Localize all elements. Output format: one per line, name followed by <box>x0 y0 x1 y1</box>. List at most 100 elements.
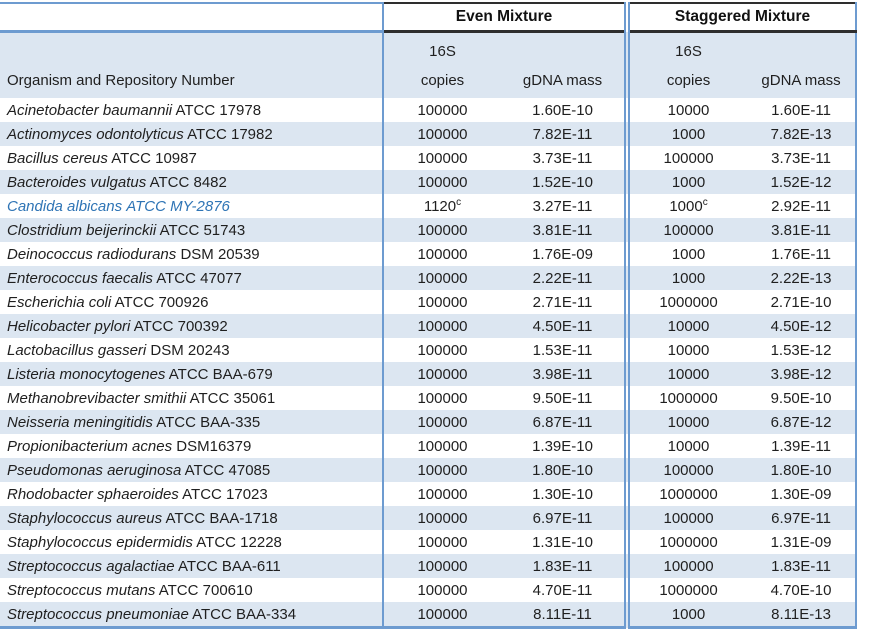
staggered-16s-copies-cell: 1000000 <box>624 290 748 314</box>
even-gdna-mass-cell: 6.87E-11 <box>501 410 628 434</box>
staggered-gdna-mass-value: 1.76E-11 <box>771 245 831 263</box>
even-16s-copies-value: 100000 <box>417 389 468 407</box>
staggered-16s-copies-value: 1000 <box>671 269 706 287</box>
staggered-gdna-mass-cell: 6.97E-11 <box>747 506 858 530</box>
even-gdna-mass-value: 8.11E-11 <box>533 605 592 623</box>
organism-cell: Acinetobacter baumannii ATCC 17978 <box>0 98 383 122</box>
organism-name: Actinomyces odontolyticus <box>7 125 184 143</box>
organism-cell: Clostridium beijerinckii ATCC 51743 <box>0 218 383 242</box>
even-16s-copies-cell: 100000 <box>382 530 501 554</box>
table-row: Neisseria meningitidis ATCC BAA-335 1000… <box>0 410 858 434</box>
even-16s-copies-value: 100000 <box>417 293 468 311</box>
footnote-superscript: c <box>456 196 462 208</box>
even-16s-copies-value: 100000 <box>417 101 468 119</box>
table-row: Enterococcus faecalis ATCC 47077 100000 … <box>0 266 858 290</box>
even-gdna-mass-value: 4.70E-11 <box>532 581 593 599</box>
even-gdna-mass-cell: 1.80E-10 <box>501 458 628 482</box>
even-16s-copies-cell: 100000 <box>382 122 501 146</box>
staggered-16s-copies-value: 10000 <box>667 413 710 431</box>
repository-number: ATCC 17978 <box>175 101 262 119</box>
even-16s-copies-cell: 100000 <box>382 98 501 122</box>
even-gdna-mass-cell: 3.81E-11 <box>501 218 628 242</box>
even-16s-copies-value: 100000 <box>417 245 468 263</box>
staggered-16s-copies-cell: 100000 <box>624 146 748 170</box>
even-gdna-mass-cell: 2.71E-11 <box>501 290 627 314</box>
organism-cell: Lactobacillus gasseri DSM 20243 <box>0 338 383 362</box>
even-16s-copies-value: 100000 <box>417 125 468 143</box>
organism-cell: Staphylococcus epidermidis ATCC 12228 <box>0 530 383 554</box>
repository-number: ATCC BAA-335 <box>156 413 261 431</box>
repository-number: ATCC BAA-679 <box>168 365 273 383</box>
staggered-16s-copies-value: 1000 <box>671 125 706 143</box>
even-gdna-mass-cell: 3.27E-11 <box>501 194 627 218</box>
staggered-16s-copies-cell: 1000000 <box>624 578 748 602</box>
organism-column-header: Organism and Repository Number <box>0 31 383 98</box>
staggered-gdna-mass-cell: 7.82E-13 <box>747 122 858 146</box>
organism-cell: Streptococcus agalactiae ATCC BAA-611 <box>0 554 383 578</box>
even-gdna-mass-cell: 1.52E-10 <box>501 170 628 194</box>
staggered-16s-copies-cell: 1000 <box>624 266 748 290</box>
even-gdna-mass-value: 1.39E-10 <box>532 437 593 455</box>
even-16s-copies-cell: 100000 <box>382 146 501 170</box>
staggered-gdna-mass-cell: 2.92E-11 <box>747 194 858 218</box>
staggered-gdna-mass-cell: 1.83E-11 <box>747 554 858 578</box>
column-header-row: Organism and Repository Number 16S copie… <box>0 31 858 98</box>
organism-cell: Enterococcus faecalis ATCC 47077 <box>0 266 383 290</box>
organism-name: Staphylococcus epidermidis <box>7 533 193 551</box>
even-gdna-mass-value: 9.50E-11 <box>532 389 593 407</box>
staggered-16s-copies-value: 100000 <box>663 509 714 527</box>
organism-cell: Neisseria meningitidis ATCC BAA-335 <box>0 410 383 434</box>
organism-cell: Deinococcus radiodurans DSM 20539 <box>0 242 383 266</box>
organism-cell: Propionibacterium acnes DSM16379 <box>0 434 383 458</box>
repository-number: ATCC BAA-334 <box>192 605 297 623</box>
staggered-16s-copies-cell: 1000 <box>624 602 748 629</box>
organism-name: Streptococcus pneumoniae <box>7 605 189 623</box>
even-16s-copies-cell: 100000 <box>382 602 501 629</box>
even-gdna-mass-cell: 6.97E-11 <box>501 506 628 530</box>
even-16s-copies-value: 100000 <box>417 269 468 287</box>
staggered-gdna-mass-cell: 1.30E-09 <box>747 482 858 506</box>
even-gdna-mass-value: 6.87E-11 <box>532 413 593 431</box>
table-row: Methanobrevibacter smithii ATCC 35061 10… <box>0 386 858 410</box>
even-16s-copies-cell: 100000 <box>382 218 501 242</box>
staggered-gdna-mass-cell: 6.87E-12 <box>747 410 858 434</box>
table-row: Candida albicans ATCC MY-2876 1120c 3.27… <box>0 194 858 218</box>
organism-name: Clostridium beijerinckii <box>7 221 157 239</box>
staggered-gdna-mass-value: 4.70E-10 <box>770 581 832 599</box>
repository-number: DSM 20539 <box>180 245 260 263</box>
even-gdna-mass-value: 1.83E-11 <box>532 557 593 575</box>
staggered-16s-copies-cell: 1000 <box>624 170 748 194</box>
organism-cell: Bacteroides vulgatus ATCC 8482 <box>0 170 383 194</box>
table-row: Staphylococcus epidermidis ATCC 12228 10… <box>0 530 858 554</box>
even-gdna-mass-cell: 1.53E-11 <box>501 338 627 362</box>
even-mixture-group-header: Even Mixture <box>381 2 628 33</box>
even-16s-copies-value: 100000 <box>417 485 468 503</box>
even-gdna-mass-value: 3.27E-11 <box>532 197 593 215</box>
table-row: Rhodobacter sphaeroides ATCC 17023 10000… <box>0 482 858 506</box>
staggered-16s-copies-value: 1000 <box>669 197 703 215</box>
staggered-16s-copies-value: 1000000 <box>659 485 718 503</box>
even-16s-copies-cell: 100000 <box>382 170 501 194</box>
even-gdna-mass-label: gDNA mass <box>522 72 603 89</box>
even-gdna-mass-value: 1.30E-10 <box>532 485 593 503</box>
even-gdna-mass-cell: 1.83E-11 <box>501 554 628 578</box>
staggered-16s-copies-cell: 1000 <box>624 122 748 146</box>
staggered-16s-copies-value: 1000 <box>671 605 706 623</box>
repository-number: ATCC 51743 <box>159 221 246 239</box>
staggered-16s-copies-value: 10000 <box>667 437 710 455</box>
organism-cell: Listeria monocytogenes ATCC BAA-679 <box>0 362 383 386</box>
staggered-16s-copies-cell: 1000c <box>624 194 748 218</box>
staggered-gdna-mass-cell: 9.50E-10 <box>747 386 858 410</box>
organism-cell: Streptococcus pneumoniae ATCC BAA-334 <box>0 602 383 629</box>
repository-number: ATCC 47077 <box>156 269 242 287</box>
staggered-gdna-mass-value: 1.80E-10 <box>770 461 832 479</box>
table-row: Clostridium beijerinckii ATCC 51743 1000… <box>0 218 858 242</box>
organism-name: Rhodobacter sphaeroides <box>7 485 179 503</box>
staggered-16s-copies-cell: 100000 <box>624 458 748 482</box>
even-gdna-mass-value: 1.53E-11 <box>532 341 593 359</box>
staggered-gdna-mass-cell: 1.80E-10 <box>747 458 858 482</box>
table-row: Streptococcus mutans ATCC 700610 100000 … <box>0 578 858 602</box>
staggered-gdna-mass-cell: 1.53E-12 <box>747 338 858 362</box>
repository-number: DSM 20243 <box>150 341 230 359</box>
organism-cell: Staphylococcus aureus ATCC BAA-1718 <box>0 506 383 530</box>
